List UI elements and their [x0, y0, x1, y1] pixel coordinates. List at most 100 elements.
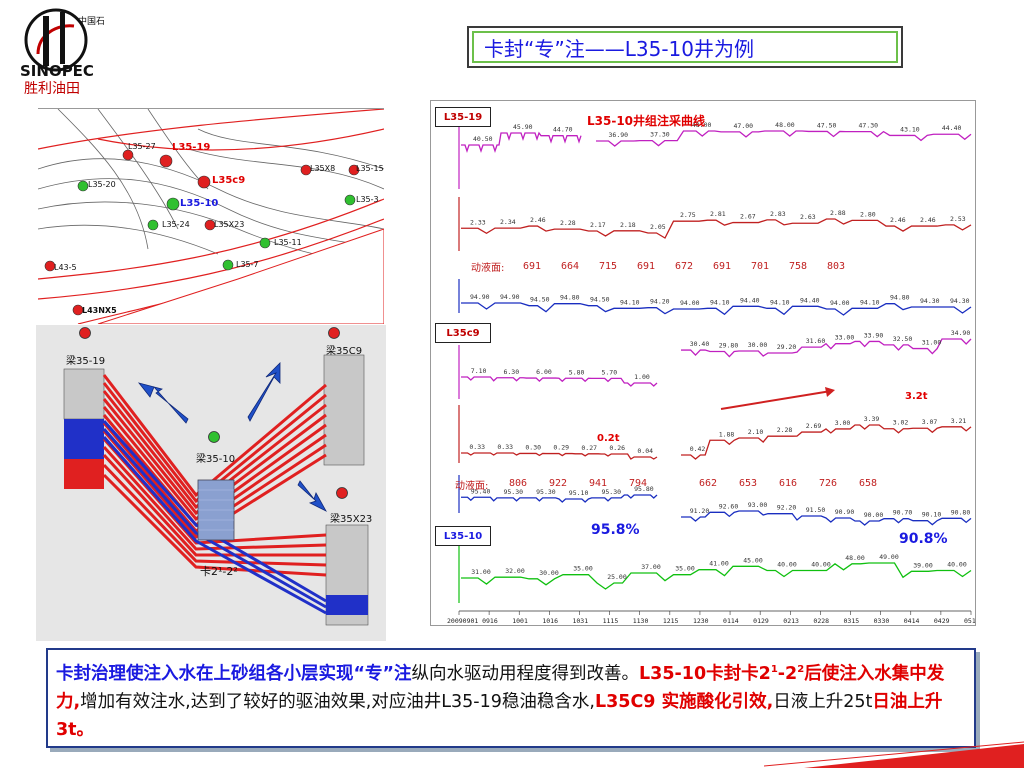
- map-well-l43-5: [44, 260, 56, 272]
- series-oil-l35-19-label: 2.46: [890, 216, 906, 224]
- series-liquid-l35-19-label: 94.90: [500, 293, 520, 301]
- series-oil-l35c9-a-label: 0.30: [525, 443, 541, 451]
- series-liquid-l35c9-a-label: 95.40: [471, 487, 491, 495]
- right-well-column-c9: [323, 354, 365, 466]
- series-oil-l35-19-label: 2.80: [860, 210, 876, 218]
- map-label-l35-19: L35-19: [172, 142, 211, 153]
- water-cut-after: 90.8%: [899, 531, 948, 547]
- series-oil-l35c9-a-label: 0.29: [553, 444, 569, 452]
- note-part-9: 日油上升3t。: [56, 691, 943, 740]
- map-label-l43nx5: L43NX5: [82, 306, 117, 315]
- x-tick-label: 1016: [542, 617, 558, 625]
- series-injection-l35-10-label: 32.00: [505, 567, 525, 575]
- series-water-cut-l35c9-a-label: 1.00: [634, 373, 650, 381]
- x-tick-label: 0213: [783, 617, 799, 625]
- series-injection-l35-10-label: 37.00: [641, 563, 661, 571]
- x-tick-label: 0514: [964, 617, 976, 625]
- oil-annot-low: 0.2t: [597, 433, 620, 444]
- cross-section-panel: 梁35-19 梁35C9 梁35-10 梁35X23 卡2¹-2²: [36, 325, 386, 641]
- series-liquid-l35c9-b-label: 90.00: [864, 511, 884, 519]
- map-well-l35c9: [197, 175, 211, 189]
- series-oil-l35c9-a-label: 0.33: [497, 443, 513, 451]
- x-tick-label: 0129: [753, 617, 769, 625]
- slide-title: 卡封“专”注——L35-10井为例: [472, 31, 898, 63]
- series-water-cut-l35-19-b-label: 36.90: [609, 131, 629, 139]
- section-zone-label: 卡2¹-2²: [200, 565, 238, 578]
- well-tag-l35-10: L35-10: [435, 526, 491, 546]
- series-liquid-l35-19-label: 94.20: [650, 298, 670, 306]
- left-well-column: [63, 368, 105, 489]
- summary-text: 卡封治理使注入水在上砂组各小层实现“专”注纵向水驱动用程度得到改善。L35-10…: [56, 656, 966, 744]
- x-tick-label: 1130: [633, 617, 649, 625]
- map-label-l35-24: L35-24: [162, 220, 190, 229]
- series-oil-l35-19-label: 2.75: [680, 211, 696, 219]
- x-tick-label: 0114: [723, 617, 739, 625]
- series-water-cut-l35c9-b-label: 30.00: [748, 341, 768, 349]
- series-oil-l35-19: [461, 218, 972, 239]
- series-liquid-l35-19: [461, 302, 972, 316]
- fluid-level-value-l35c9: 616: [779, 478, 797, 489]
- series-water-cut-l35c9-a-label: 7.10: [471, 367, 487, 375]
- map-well-l35-11: [259, 237, 271, 249]
- series-liquid-l35c9-b-label: 90.10: [922, 511, 942, 519]
- series-oil-l35c9-a-label: 0.33: [469, 443, 485, 451]
- map-well-l35x8: [300, 164, 312, 176]
- series-liquid-l35c9-b-label: 92.20: [777, 504, 797, 512]
- series-water-cut-l35-19-a-label: 45.90: [513, 123, 533, 131]
- x-tick-label: 1031: [572, 617, 588, 625]
- fluid-level-value-l35-19: 758: [789, 261, 807, 272]
- series-liquid-l35-19-label: 94.90: [470, 293, 490, 301]
- series-water-cut-l35-19-b-label: 44.40: [942, 124, 962, 132]
- fluid-level-label-1: 动液面:: [471, 263, 505, 274]
- map-well-l43nx5: [72, 304, 84, 316]
- series-liquid-l35-19-label: 94.10: [860, 298, 880, 306]
- fluid-level-value-l35-19: 691: [523, 261, 541, 272]
- logo-latin: SINOPEC: [20, 62, 94, 80]
- series-oil-l35-19-label: 2.83: [770, 210, 786, 218]
- series-oil-l35c9-a-label: 0.27: [581, 444, 597, 452]
- series-water-cut-l35-19-a: [461, 131, 582, 154]
- map-well-l35x23: [204, 219, 216, 231]
- series-injection-l35-10-label: 25.00: [607, 573, 627, 581]
- x-tick-label: 1001: [512, 617, 528, 625]
- series-oil-l35c9-b-label: 3.39: [864, 415, 880, 423]
- note-part-4: -2: [777, 663, 798, 684]
- oil-annot-high: 3.2t: [905, 391, 928, 402]
- x-tick-label: 0228: [813, 617, 829, 625]
- logo-brand: 胜利油田: [24, 81, 80, 96]
- map-well-l35-24: [147, 219, 159, 231]
- x-tick-label: 1115: [603, 617, 619, 625]
- note-part-2: 纵向水驱动用程度得到改善。: [411, 663, 640, 684]
- note-part-3: L35-10卡封卡2: [639, 663, 771, 684]
- series-liquid-l35-19-label: 94.10: [770, 298, 790, 306]
- series-oil-l35-19-label: 2.33: [470, 218, 486, 226]
- series-oil-l35-19-label: 2.53: [950, 215, 966, 223]
- series-liquid-l35c9-a-label: 95.30: [601, 488, 621, 496]
- series-liquid-l35c9-b: [681, 510, 972, 526]
- logo-chinese: 中国石化: [78, 15, 104, 27]
- map-well-l35-7: [222, 259, 234, 271]
- series-water-cut-l35c9-a-label: 5.70: [601, 368, 617, 376]
- series-oil-l35-19-label: 2.81: [710, 210, 726, 218]
- map-well-l35-10: [166, 197, 180, 211]
- series-water-cut-l35c9-b-label: 31.60: [806, 337, 826, 345]
- series-oil-l35c9-b-label: 3.07: [922, 418, 938, 426]
- series-injection-l35-10-label: 35.00: [573, 565, 593, 573]
- series-water-cut-l35c9-a-label: 6.00: [536, 368, 552, 376]
- series-water-cut-l35c9-b-label: 33.90: [864, 331, 884, 339]
- series-liquid-l35-19-label: 94.10: [620, 298, 640, 306]
- decorative-red-bar: [764, 741, 1024, 768]
- series-injection-l35-10: [461, 562, 972, 590]
- series-water-cut-l35-19-b-label: 48.00: [692, 121, 712, 129]
- trend-arrow: [720, 390, 832, 410]
- right-well-column-x23: [325, 524, 369, 626]
- series-injection-l35-10-label: 41.00: [709, 560, 729, 568]
- series-oil-l35c9-a: [461, 452, 658, 460]
- series-injection-l35-10-label: 30.00: [539, 569, 559, 577]
- series-liquid-l35-19-label: 94.00: [830, 299, 850, 307]
- series-oil-l35-19-label: 2.46: [530, 216, 546, 224]
- fluid-level-value-l35c9: 794: [629, 478, 647, 489]
- series-water-cut-l35-19-a-label: 44.70: [553, 126, 573, 134]
- well-map: L35-19 L35c9 L35-10 L35-27 L35-20 L35-24…: [38, 108, 384, 324]
- map-label-l43-5: L43-5: [54, 263, 77, 272]
